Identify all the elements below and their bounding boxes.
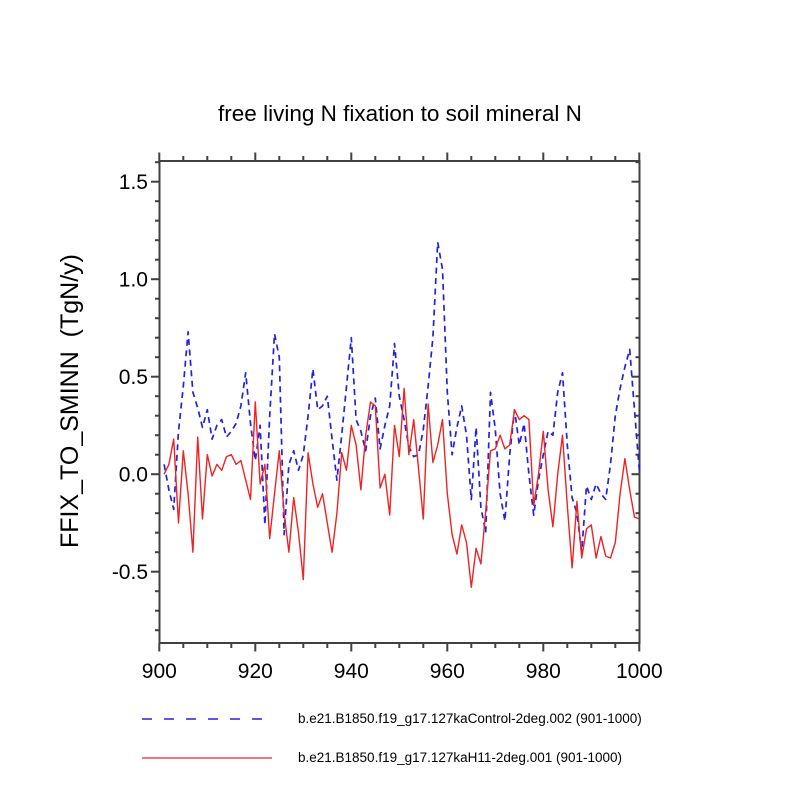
y-tick-label: 1.0 (119, 269, 148, 292)
chart-title: free living N fixation to soil mineral N (218, 101, 582, 126)
x-tick-label: 980 (526, 660, 561, 683)
x-tick-label: 900 (142, 660, 177, 683)
y-tick-label: 0.0 (119, 464, 148, 487)
series-line-1 (163, 387, 640, 588)
x-tick-label: 1000 (616, 660, 663, 683)
y-tick-label: 0.5 (119, 366, 148, 389)
x-tick-label: 940 (334, 660, 369, 683)
y-tick-label: -0.5 (112, 561, 148, 584)
x-tick-label: 920 (238, 660, 273, 683)
y-tick-label: 1.5 (119, 171, 148, 194)
x-tick-label: 960 (430, 660, 465, 683)
legend-label-h11: b.e21.B1850.f19_g17.127kaH11-2deg.001 (9… (298, 750, 623, 765)
series-line-0 (163, 241, 641, 554)
plot-border (158, 160, 641, 644)
legend-label-control: b.e21.B1850.f19_g17.127kaControl-2deg.00… (298, 711, 642, 726)
